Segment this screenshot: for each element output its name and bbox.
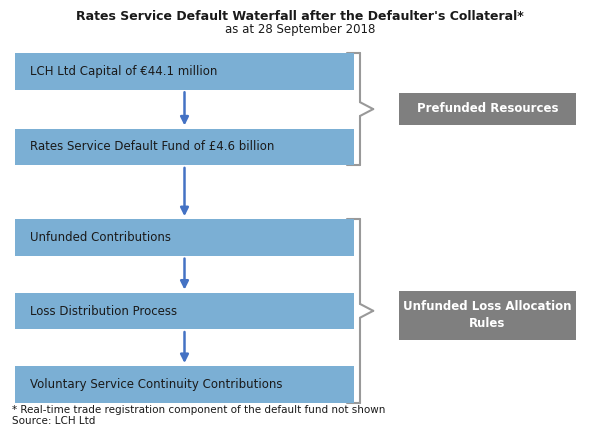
FancyBboxPatch shape — [399, 290, 576, 340]
Text: Voluntary Service Continuity Contributions: Voluntary Service Continuity Contributio… — [30, 378, 283, 391]
Text: Rates Service Default Fund of £4.6 billion: Rates Service Default Fund of £4.6 billi… — [30, 140, 274, 153]
Text: Source: LCH Ltd: Source: LCH Ltd — [12, 416, 95, 426]
FancyBboxPatch shape — [15, 366, 354, 403]
Text: Prefunded Resources: Prefunded Resources — [417, 102, 558, 115]
FancyBboxPatch shape — [15, 129, 354, 165]
Text: Unfunded Loss Allocation
Rules: Unfunded Loss Allocation Rules — [403, 300, 572, 330]
FancyBboxPatch shape — [15, 219, 354, 256]
FancyBboxPatch shape — [15, 293, 354, 329]
Text: Loss Distribution Process: Loss Distribution Process — [30, 305, 177, 318]
FancyBboxPatch shape — [399, 93, 576, 125]
Text: Unfunded Contributions: Unfunded Contributions — [30, 231, 171, 244]
Text: as at 28 September 2018: as at 28 September 2018 — [225, 23, 375, 36]
Text: Rates Service Default Waterfall after the Defaulter's Collateral*: Rates Service Default Waterfall after th… — [76, 10, 524, 23]
FancyBboxPatch shape — [15, 53, 354, 90]
Text: LCH Ltd Capital of €44.1 million: LCH Ltd Capital of €44.1 million — [30, 65, 217, 78]
Text: * Real-time trade registration component of the default fund not shown: * Real-time trade registration component… — [12, 404, 385, 415]
